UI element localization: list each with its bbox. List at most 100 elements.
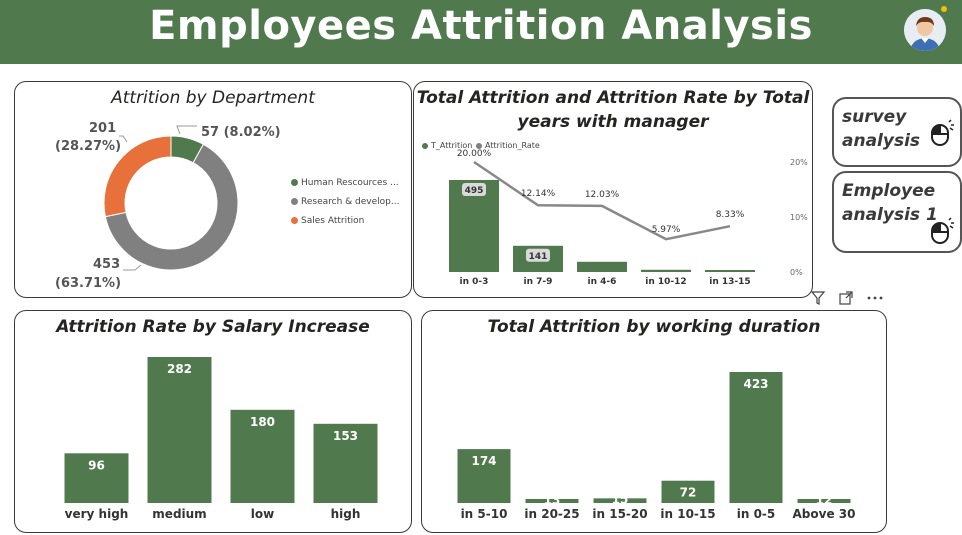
focus-mode-icon[interactable] xyxy=(838,290,854,306)
x-tick-label: in 15-20 xyxy=(592,507,647,521)
bar-data-label: 180 xyxy=(250,415,275,429)
x-tick-label: in 20-25 xyxy=(524,507,579,521)
employee-analysis-button[interactable]: Employee analysis 1 xyxy=(832,171,962,253)
x-tick-label: very high xyxy=(65,507,129,521)
more-options-icon[interactable] xyxy=(866,290,884,306)
department-panel: Attrition by Department 57 (8.02%) 201 (28… xyxy=(14,81,412,298)
x-tick-label: in 10-15 xyxy=(660,507,715,521)
x-tick-label: in 4-6 xyxy=(588,277,617,287)
line-data-label: 8.33% xyxy=(716,210,745,220)
data-label-bg xyxy=(526,248,550,262)
legend-item-hr[interactable]: Human Rescources ... xyxy=(291,178,399,188)
manager-panel: Total Attrition and Attrition Rate by To… xyxy=(413,81,813,298)
employee-label-line1: Employee xyxy=(842,181,936,201)
x-tick-label: high xyxy=(331,507,361,521)
line-data-label: 12.03% xyxy=(585,190,620,200)
bar-data-label: 282 xyxy=(167,362,192,376)
x-tick-label: Above 30 xyxy=(793,507,856,521)
data-label-sales-pct: (28.27%) xyxy=(55,139,121,154)
bar-Above-30 xyxy=(797,499,851,503)
avatar[interactable] xyxy=(904,9,946,51)
bar-low xyxy=(230,409,295,503)
mouse-click-icon xyxy=(931,119,954,146)
survey-button-label: survey analysis xyxy=(842,105,920,153)
duration-panel: Total Attrition by working duration 174 i… xyxy=(421,310,887,533)
header-bar: Employees Attrition Analysis xyxy=(0,0,962,64)
mouse-click-icon xyxy=(931,217,954,244)
employee-label-line2: analysis 1 xyxy=(842,205,938,225)
legend-label: T_Attrition xyxy=(431,141,473,150)
filter-icon[interactable] xyxy=(810,290,826,306)
bar-high xyxy=(313,423,378,503)
legend-label: Sales Attrition xyxy=(301,216,365,226)
bar-data-label: 13 xyxy=(544,493,561,507)
bar-in-5-10 xyxy=(457,449,511,503)
y2-tick-label: 20% xyxy=(790,158,808,167)
leader-line xyxy=(123,264,142,271)
employee-button-label: Employee analysis 1 xyxy=(842,179,938,227)
notification-dot xyxy=(941,6,947,12)
data-label-research-value: 453 xyxy=(93,257,120,272)
leader-line xyxy=(119,135,128,143)
legend-label: Research & develop... xyxy=(301,197,400,207)
bar-medium xyxy=(147,357,212,503)
y2-tick-label: 10% xyxy=(790,213,808,222)
legend-label: Attrition_Rate xyxy=(485,141,540,150)
bar-in-15-20 xyxy=(593,498,647,503)
line-data-label: 20.00% xyxy=(457,149,492,159)
bar-in-20-25 xyxy=(525,498,579,503)
duration-chart-title: Total Attrition by working duration xyxy=(487,317,821,337)
visual-toolbar xyxy=(810,290,890,306)
leader-line xyxy=(176,125,197,135)
y2-tick-label: 0% xyxy=(790,268,803,277)
x-tick-label: in 5-10 xyxy=(461,507,508,521)
line-data-label: 12.14% xyxy=(521,189,556,199)
legend-swatch xyxy=(422,142,428,149)
legend-item-sales[interactable]: Sales Attrition xyxy=(291,216,364,226)
manager-title-line2: years with manager xyxy=(517,112,709,132)
salary-chart-title: Attrition Rate by Salary Increase xyxy=(56,317,370,337)
data-label-research-pct: (63.71%) xyxy=(55,276,121,291)
legend-swatch xyxy=(291,179,298,186)
data-label-sales-value: 201 xyxy=(89,121,116,136)
legend-label: Human Rescources ... xyxy=(301,178,399,188)
x-tick-label: in 10-12 xyxy=(645,277,686,287)
x-tick-label: medium xyxy=(152,507,206,521)
legend-item-research[interactable]: Research & develop... xyxy=(291,197,399,207)
x-tick-label: in 0-5 xyxy=(737,507,776,521)
bar-data-label: 141 xyxy=(529,252,548,262)
bar-data-label: 96 xyxy=(88,458,105,472)
legend-item-attrition-rate[interactable]: Attrition_Rate xyxy=(476,141,540,150)
bar-data-label: 495 xyxy=(465,186,484,196)
bar-data-label: 174 xyxy=(471,454,496,468)
survey-analysis-button[interactable]: survey analysis xyxy=(832,97,962,167)
salary-panel: Attrition Rate by Salary Increase 96 very… xyxy=(14,310,412,533)
manager-combo-chart: in 0-3 495 in 7-9 141 in 4-6 in 10-12 in 13-15… xyxy=(449,149,808,287)
attrition-rate-line xyxy=(473,160,731,241)
bar-in-4-6 xyxy=(577,261,627,272)
survey-label-line2: analysis xyxy=(842,131,921,151)
bar-in-10-12 xyxy=(641,269,691,272)
bar-in-13-15 xyxy=(705,270,755,272)
legend-swatch xyxy=(291,217,298,224)
bar-data-label: 423 xyxy=(743,377,768,391)
legend-swatch xyxy=(291,198,298,205)
donut-slice xyxy=(103,135,172,218)
bar-very-high xyxy=(64,453,129,503)
page-title: Employees Attrition Analysis xyxy=(149,3,813,49)
bar-in-0-5 xyxy=(729,372,783,503)
legend-swatch xyxy=(476,142,482,149)
x-tick-label: low xyxy=(251,507,274,521)
manager-chart-title: Total Attrition and Attrition Rate by To… xyxy=(414,86,812,134)
bar-data-label: 153 xyxy=(333,429,358,443)
user-avatar-icon xyxy=(904,9,946,51)
legend-item-t-attrition[interactable]: T_Attrition xyxy=(422,141,472,150)
x-tick-label: in 7-9 xyxy=(524,277,553,287)
data-label-bg xyxy=(462,183,486,196)
bar-data-label: 15 xyxy=(612,492,629,506)
bar-data-label: 12 xyxy=(816,493,833,507)
line-data-label: 5.97% xyxy=(652,225,681,235)
salary-bar-chart: 96 very high 282 medium 180 low 153 high xyxy=(64,357,378,521)
department-donut-chart: 57 (8.02%) 201 (28.27%) 453 (63.71%) xyxy=(55,121,281,291)
